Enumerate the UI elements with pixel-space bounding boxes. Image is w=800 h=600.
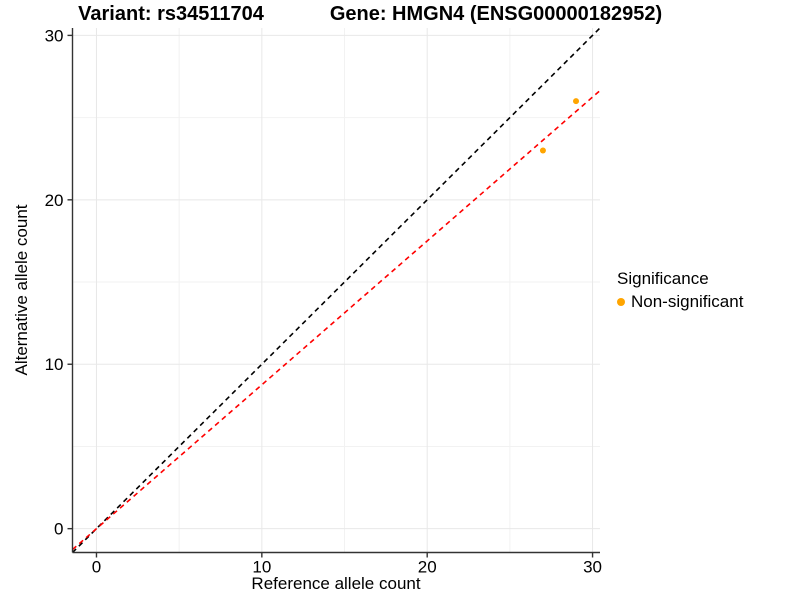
legend-item-nonsignificant: Non-significant <box>617 292 743 312</box>
data-point <box>539 147 546 154</box>
data-point <box>573 98 580 105</box>
y-tick-label: 20 <box>45 191 64 210</box>
y-tick-label: 0 <box>54 520 63 539</box>
identity-line <box>72 28 600 553</box>
y-tick-label: 10 <box>45 355 64 374</box>
legend-item-label: Non-significant <box>631 292 744 311</box>
y-tick-label: 30 <box>45 26 64 45</box>
legend: Significance Non-significant <box>617 269 743 312</box>
legend-point-icon <box>617 298 625 306</box>
x-tick-label: 0 <box>92 558 101 577</box>
x-tick-label: 30 <box>583 558 602 577</box>
allelic-ratio-fit-line <box>72 89 600 551</box>
legend-title: Significance <box>617 269 709 288</box>
plot-title-variant: Variant: rs34511704 <box>78 3 264 25</box>
x-tick-label: 20 <box>418 558 437 577</box>
y-axis-title: Alternative allele count <box>12 204 31 376</box>
x-axis-title: Reference allele count <box>251 574 421 593</box>
plot-title-gene: Gene: HMGN4 (ENSG00000182952) <box>329 3 663 25</box>
x-tick-label: 10 <box>252 558 271 577</box>
